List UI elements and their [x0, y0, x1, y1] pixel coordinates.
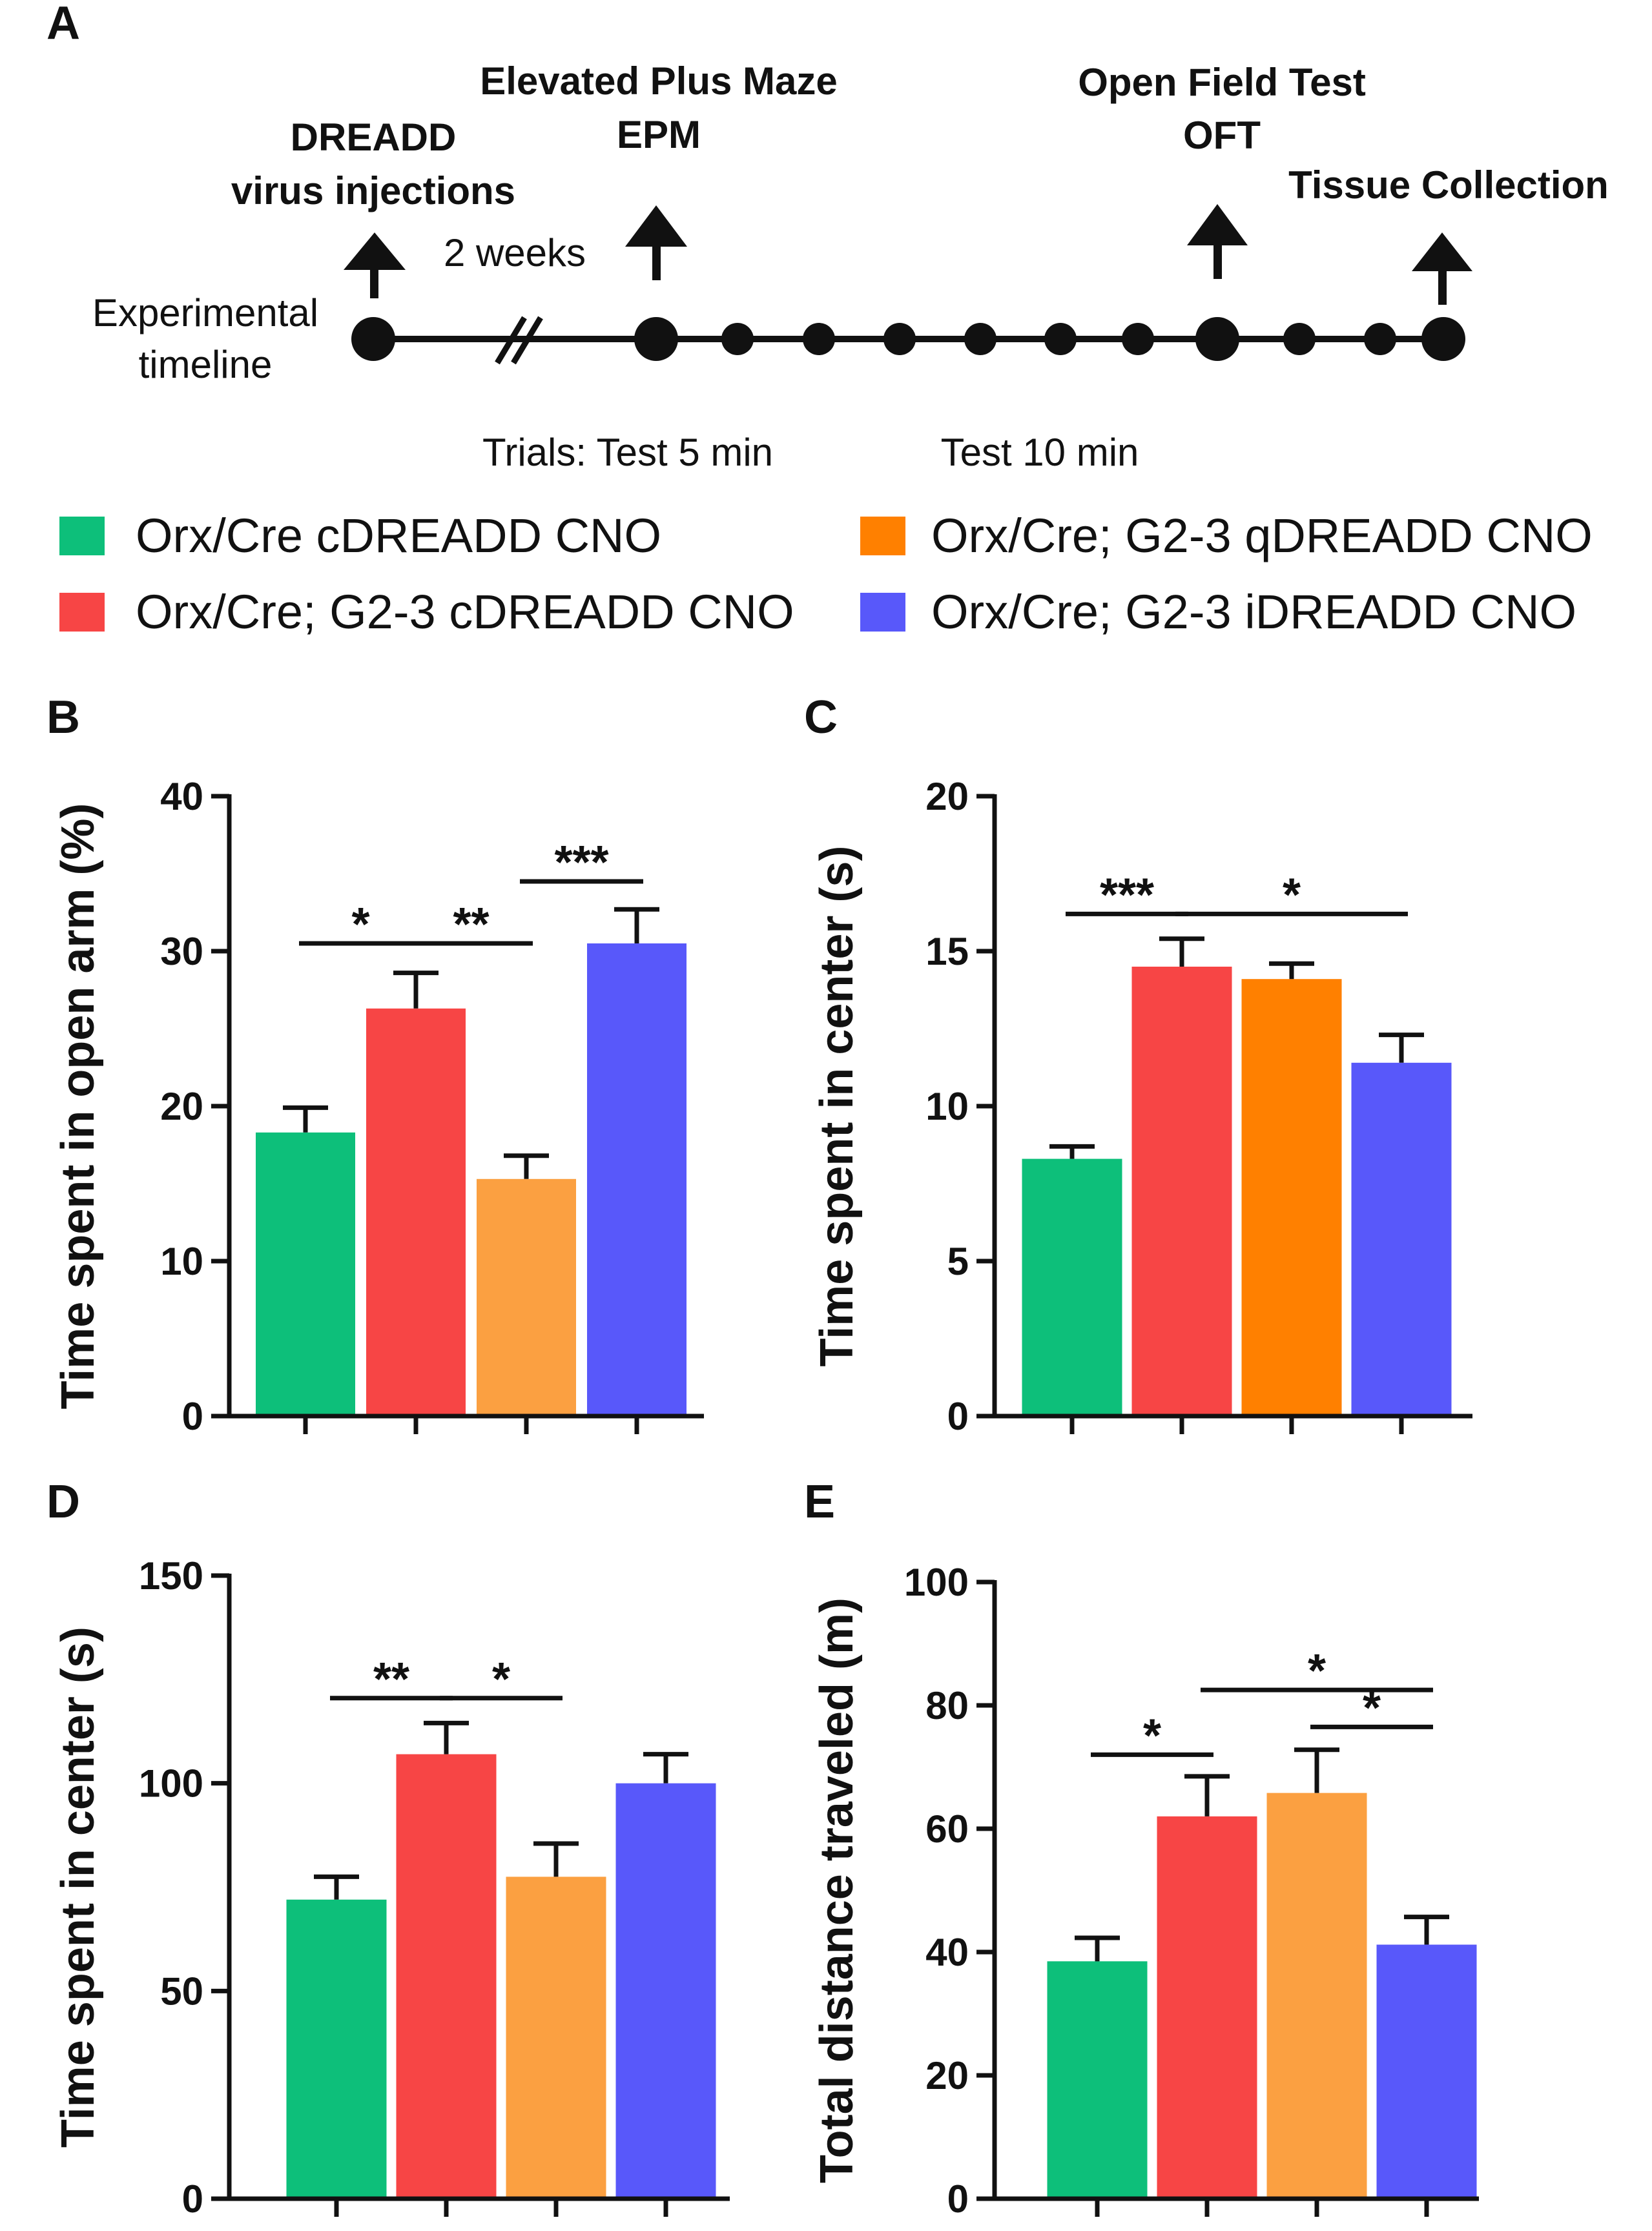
y-tick-label: 0 — [182, 1395, 203, 1438]
legend-label: Orx/Cre; G2-3 iDREADD CNO — [931, 585, 1576, 639]
y-tick-label: 60 — [925, 1807, 969, 1851]
panel-e-chart: Total distance traveled (m) 0 20 40 60 80 100 *… — [811, 1561, 1479, 2221]
bar — [1376, 1944, 1477, 2199]
timeline-label-line2: timeline — [139, 343, 273, 386]
bar — [256, 1132, 355, 1416]
significance-stars: ** — [453, 899, 489, 951]
y-tick-label: 150 — [139, 1554, 203, 1598]
legend-label: Orx/Cre; G2-3 cDREADD CNO — [136, 585, 794, 639]
significance-stars: * — [1143, 1710, 1161, 1762]
y-tick-label: 10 — [160, 1240, 203, 1283]
panel-b-letter: B — [46, 692, 80, 743]
y-axis-label: Total distance traveled (m) — [811, 1598, 863, 2183]
event-oft-line1: Open Field Test — [1078, 61, 1366, 104]
legend-swatch — [860, 517, 905, 555]
y-tick-label: 40 — [925, 1931, 969, 1974]
test10-label: Test 10 min — [941, 431, 1139, 474]
arrow-up-icon — [1187, 204, 1248, 279]
significance-stars: *** — [554, 837, 608, 889]
panel-c-letter: C — [804, 692, 838, 743]
significance-stars: * — [1363, 1682, 1381, 1734]
legend-swatch — [860, 593, 905, 632]
y-tick-label: 10 — [925, 1085, 969, 1128]
y-tick-label: 0 — [182, 2177, 203, 2221]
legend-swatch — [59, 593, 105, 632]
bar — [477, 1178, 576, 1416]
interval-label: 2 weeks — [444, 231, 586, 274]
legend-label: Orx/Cre; G2-3 qDREADD CNO — [931, 509, 1593, 562]
bar — [1022, 1158, 1122, 1416]
y-tick-label: 20 — [925, 2054, 969, 2097]
legend-swatch — [59, 517, 105, 555]
bar — [1351, 1062, 1452, 1416]
panel-e-letter: E — [804, 1476, 835, 1528]
panel-a-letter: A — [46, 0, 80, 49]
bar — [1266, 1793, 1367, 2199]
arrow-up-icon — [1412, 232, 1472, 305]
panel-d-letter: D — [46, 1476, 80, 1528]
event-epm-line2: EPM — [617, 113, 701, 156]
event-oft-line2: OFT — [1183, 114, 1261, 157]
significance-stars: ** — [373, 1654, 409, 1705]
bar — [286, 1899, 387, 2199]
event-dreadd-line2: virus injections — [231, 169, 515, 212]
event-tissue-line1: Tissue Collection — [1288, 163, 1609, 207]
timeline-label-line1: Experimental — [92, 291, 318, 334]
event-dreadd-line1: DREADD — [291, 116, 457, 159]
significance-stars: * — [1308, 1645, 1326, 1697]
bar — [1157, 1816, 1257, 2199]
bar — [587, 943, 687, 1416]
y-axis-label: Time spent in center (s) — [52, 1627, 104, 2148]
significance-stars: * — [1283, 869, 1301, 921]
bar — [1131, 967, 1232, 1416]
legend-item: Orx/Cre cDREADD CNO — [59, 509, 661, 562]
y-tick-label: 0 — [947, 1395, 969, 1438]
legend: Orx/Cre cDREADD CNO Orx/Cre; G2-3 cDREAD… — [59, 509, 1593, 639]
y-tick-label: 20 — [925, 775, 969, 818]
arrow-up-icon — [344, 232, 406, 298]
bar — [615, 1783, 716, 2199]
panel-a: A DREADD virus injections Elevated Plus … — [46, 0, 1609, 474]
y-axis-label: Time spent in center (s) — [811, 846, 863, 1367]
y-tick-label: 40 — [160, 775, 203, 818]
y-tick-label: 0 — [947, 2177, 969, 2221]
significance-stars: *** — [1100, 869, 1154, 921]
y-tick-label: 100 — [139, 1762, 203, 1805]
significance-stars: * — [351, 899, 369, 951]
y-tick-label: 100 — [904, 1561, 969, 1604]
y-tick-label: 50 — [160, 1969, 203, 2013]
legend-label: Orx/Cre cDREADD CNO — [136, 509, 661, 562]
bar — [1241, 979, 1342, 1416]
timeline-axis — [351, 316, 1465, 365]
y-tick-label: 30 — [160, 930, 203, 973]
legend-item: Orx/Cre; G2-3 cDREADD CNO — [59, 585, 794, 639]
y-tick-label: 80 — [925, 1684, 969, 1727]
bar — [506, 1876, 606, 2199]
arrow-up-icon — [625, 205, 687, 280]
y-tick-label: 5 — [947, 1240, 969, 1283]
bar — [1047, 1961, 1148, 2199]
legend-item: Orx/Cre; G2-3 qDREADD CNO — [860, 509, 1593, 562]
event-epm-line1: Elevated Plus Maze — [480, 59, 838, 103]
bar — [366, 1008, 466, 1416]
significance-stars: * — [492, 1654, 510, 1705]
y-tick-label: 15 — [925, 930, 969, 973]
legend-item: Orx/Cre; G2-3 iDREADD CNO — [860, 585, 1576, 639]
y-axis-label: Time spent in open arm (%) — [52, 803, 104, 1410]
trials-label: Trials: Test 5 min — [482, 431, 773, 474]
bar — [396, 1754, 497, 2199]
y-tick-label: 20 — [160, 1085, 203, 1128]
up-arrow-icons — [344, 204, 1472, 305]
